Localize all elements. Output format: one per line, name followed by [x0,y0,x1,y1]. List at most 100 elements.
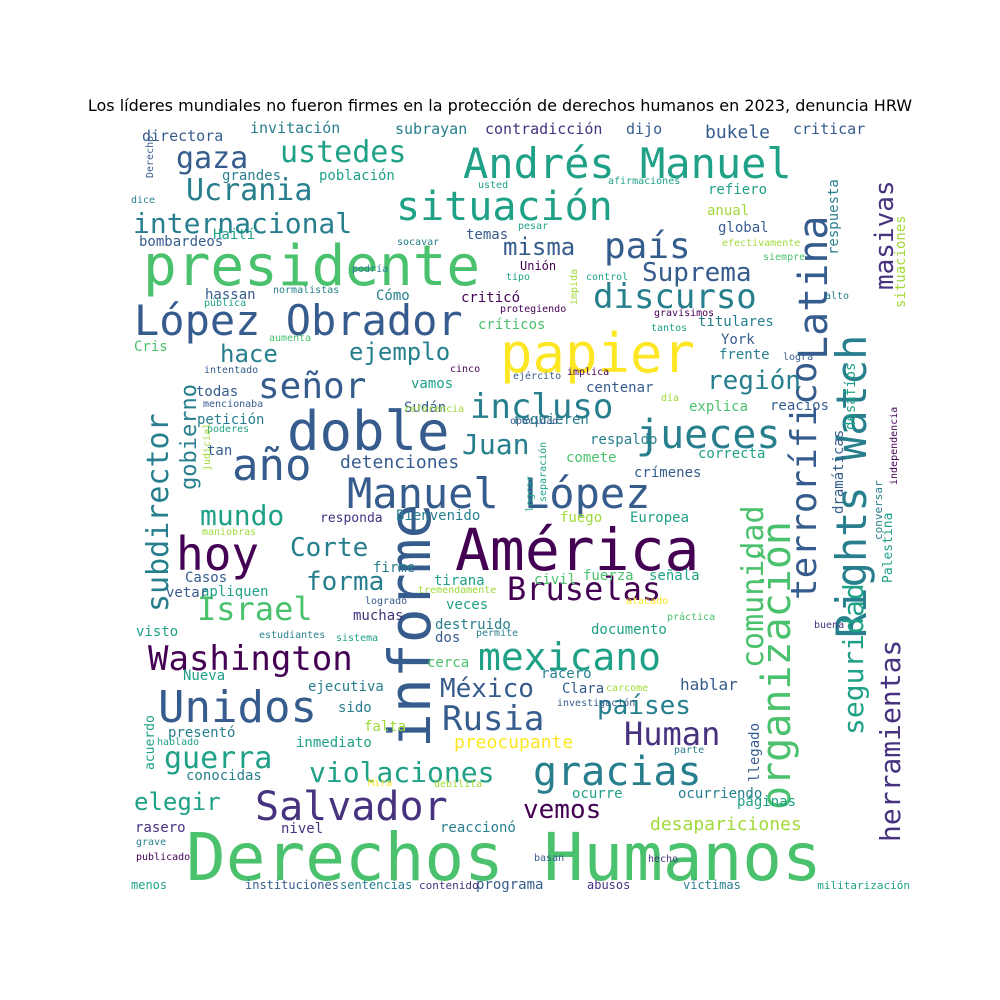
cloud-word: año [232,440,311,491]
cloud-word: centenar [586,380,653,396]
cloud-word: aumenta [269,333,311,344]
cloud-word: ocurre [572,786,623,802]
cloud-word: situaciones [893,215,909,308]
cloud-word: bombardeos [139,234,223,250]
cloud-word: informe [376,504,444,748]
cloud-word: tan [207,443,232,459]
cloud-word: ocurriendo [678,786,762,802]
cloud-word: población [319,168,395,184]
cloud-word: alto [825,291,849,302]
cloud-word: temas [466,227,508,243]
cloud-word: Cris [134,339,168,355]
cloud-word: buena [814,620,844,631]
cloud-word: Derecho [145,136,156,178]
cloud-word: cerca [427,655,469,671]
cloud-word: menos [131,878,167,892]
cloud-word: investigación [557,697,635,709]
cloud-word: correcta [698,446,765,462]
cloud-word: gracias [533,749,702,795]
cloud-word: fuerza [583,568,634,584]
cloud-word: papier [500,322,695,385]
cloud-word: impida [569,269,580,305]
cloud-word: vemos [523,795,601,825]
cloud-word: Ucrania [186,173,312,208]
cloud-word: elegir [134,788,221,816]
cloud-word: firme [373,560,415,576]
cloud-word: tirana [434,573,485,589]
cloud-word: Manuel López [347,469,650,518]
cloud-word: invitación [250,119,340,137]
cloud-word: Andrés Manuel [463,139,792,188]
cloud-word: tantos [651,323,687,334]
cloud-word: fuego [560,510,602,526]
cloud-word: críticos [478,317,545,333]
cloud-word: lograr [525,476,536,512]
cloud-word: visto [136,624,178,640]
cloud-word: situación [396,184,613,230]
cloud-word: páginas [737,794,796,810]
cloud-word: acuerdo [143,715,158,770]
cloud-word: instituciones [245,878,339,892]
cloud-word: doble [287,400,450,463]
cloud-word: hassan [205,287,256,303]
cloud-word: respaldo [590,432,657,448]
cloud-word: seguridad [837,583,870,735]
cloud-word: muchas [353,608,404,624]
cloud-word: Palestina [881,513,896,583]
cloud-word: referencia [404,404,464,415]
cloud-word: apliquen [201,584,268,600]
cloud-word: jueces [636,412,781,458]
cloud-word: falta [364,719,406,735]
cloud-word: directora [142,127,223,145]
cloud-word: afirmaciones [608,176,680,187]
cloud-word: señor [258,366,366,407]
cloud-word: refiero [708,182,767,198]
cloud-word: militarización [817,879,910,892]
cloud-word: judicial [202,423,213,471]
cloud-word: internacional [133,207,352,240]
cloud-word: hablar [680,675,738,694]
cloud-word: Derechos Humanos [186,819,822,896]
cloud-word: civil [534,572,576,588]
cloud-word: hecho [648,854,678,865]
cloud-word: gobierno [177,384,202,490]
cloud-word: sentencias [340,878,412,892]
cloud-word: Bienvenido [396,508,480,524]
cloud-word: sistema [336,633,378,644]
cloud-word: bukele [705,122,770,143]
cloud-word: Clara [562,681,604,697]
cloud-word: efectivamente [722,238,800,249]
cloud-word: podría [352,263,388,275]
cloud-word: preocupante [454,732,573,753]
cloud-word: titulares [698,314,774,330]
cloud-word: responda [320,511,383,526]
cloud-word: llegado [747,723,763,782]
cloud-word: práctica [667,611,715,623]
cloud-word: cinco [450,364,480,375]
cloud-word: hoy [176,527,259,581]
cloud-word: Rusia [442,699,544,739]
cloud-word: socavar [397,237,439,248]
cloud-word: Unión [520,259,556,273]
cloud-word: López Obrador [134,296,463,345]
cloud-word: comete [566,450,617,466]
cloud-word: señala [649,568,700,584]
cloud-word: Europea [630,510,689,526]
cloud-word: gravísimos [654,307,714,319]
cloud-word: intentado [204,365,258,376]
cloud-word: dos [435,630,460,646]
cloud-word: conversar [872,480,885,540]
cloud-word: mundo [200,499,284,532]
cloud-word: explica [689,399,748,415]
cloud-word: mexicano [478,635,661,679]
cloud-word: separación [537,442,549,502]
cloud-word: desapariciones [650,814,802,835]
cloud-word: región [707,366,801,396]
cloud-word: vetar [166,585,208,601]
cloud-word: misma [503,233,575,261]
cloud-word: sido [338,700,372,716]
cloud-word: subrayan [395,120,467,138]
cloud-word: Unidos [158,682,317,733]
cloud-word: grandes [222,168,281,184]
